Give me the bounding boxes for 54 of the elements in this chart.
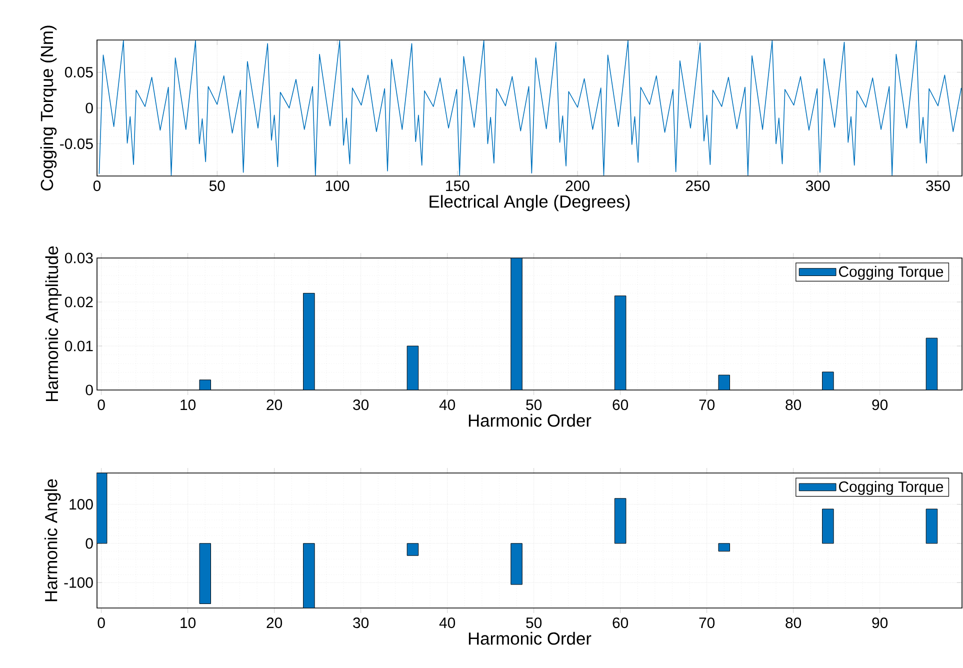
bar: [510, 543, 522, 585]
x-tick-label: 50: [209, 180, 225, 192]
x-tick-label: 0: [98, 618, 105, 628]
x-tick-label: 70: [699, 618, 715, 628]
x-axis-title: Electrical Angle (Degrees): [430, 194, 630, 212]
x-tick-label: 60: [612, 618, 628, 628]
bar: [406, 543, 419, 556]
y-tick-label: 0: [86, 384, 93, 396]
y-axis-title: Cogging Torque (Nm): [40, 26, 57, 190]
x-tick-label: 200: [566, 180, 590, 192]
x-tick-label: 10: [180, 618, 196, 628]
x-tick-label: 20: [266, 618, 282, 628]
y-tick-label: -100: [64, 577, 93, 588]
y-tick-label: 0.02: [64, 296, 93, 308]
x-tick-label: 0: [93, 180, 101, 192]
x-tick-label: 350: [926, 180, 950, 192]
bar: [199, 543, 211, 604]
x-tick-label: 300: [806, 180, 830, 192]
x-tick-label: 80: [786, 618, 802, 628]
x-tick-label: 80: [786, 400, 802, 410]
x-tick-label: 30: [353, 618, 369, 628]
x-tick-label: 150: [446, 180, 470, 192]
x-tick-label: 90: [872, 618, 888, 628]
bar: [926, 508, 938, 544]
x-tick-label: 70: [699, 400, 715, 410]
x-tick-label: 90: [872, 400, 888, 410]
legend-label: Cogging Torque: [839, 481, 944, 495]
x-tick-label: 30: [353, 400, 369, 410]
x-tick-label: 50: [526, 400, 542, 410]
x-tick-label: 250: [686, 180, 710, 192]
y-tick-label: 0.03: [64, 252, 93, 264]
y-axis-title: Harmonic Angle: [44, 479, 61, 602]
y-tick-label: 0.05: [64, 66, 93, 78]
y-axis-title: Harmonic Amplitude: [45, 246, 62, 402]
x-tick-label: 60: [612, 400, 628, 410]
x-tick-label: 20: [266, 400, 282, 410]
legend-label: Cogging Torque: [839, 266, 944, 280]
x-tick-label: 10: [180, 400, 196, 410]
x-tick-label: 0: [98, 400, 105, 410]
y-tick-label: 0: [86, 102, 93, 114]
y-tick-label: 100: [70, 499, 93, 510]
y-tick-label: -0.05: [60, 138, 93, 150]
bar: [822, 508, 834, 544]
line-series: [98, 40, 962, 176]
x-axis-title: Harmonic Order: [468, 414, 592, 427]
x-tick-label: 40: [439, 400, 456, 410]
x-tick-label: 40: [439, 618, 456, 628]
x-axis-title: Harmonic Order: [468, 632, 592, 645]
bar: [718, 543, 730, 552]
bar: [614, 498, 626, 544]
y-tick-label: 0.01: [64, 340, 93, 352]
x-tick-label: 100: [326, 180, 350, 192]
x-tick-label: 50: [526, 618, 542, 628]
y-tick-label: 0: [86, 538, 93, 549]
